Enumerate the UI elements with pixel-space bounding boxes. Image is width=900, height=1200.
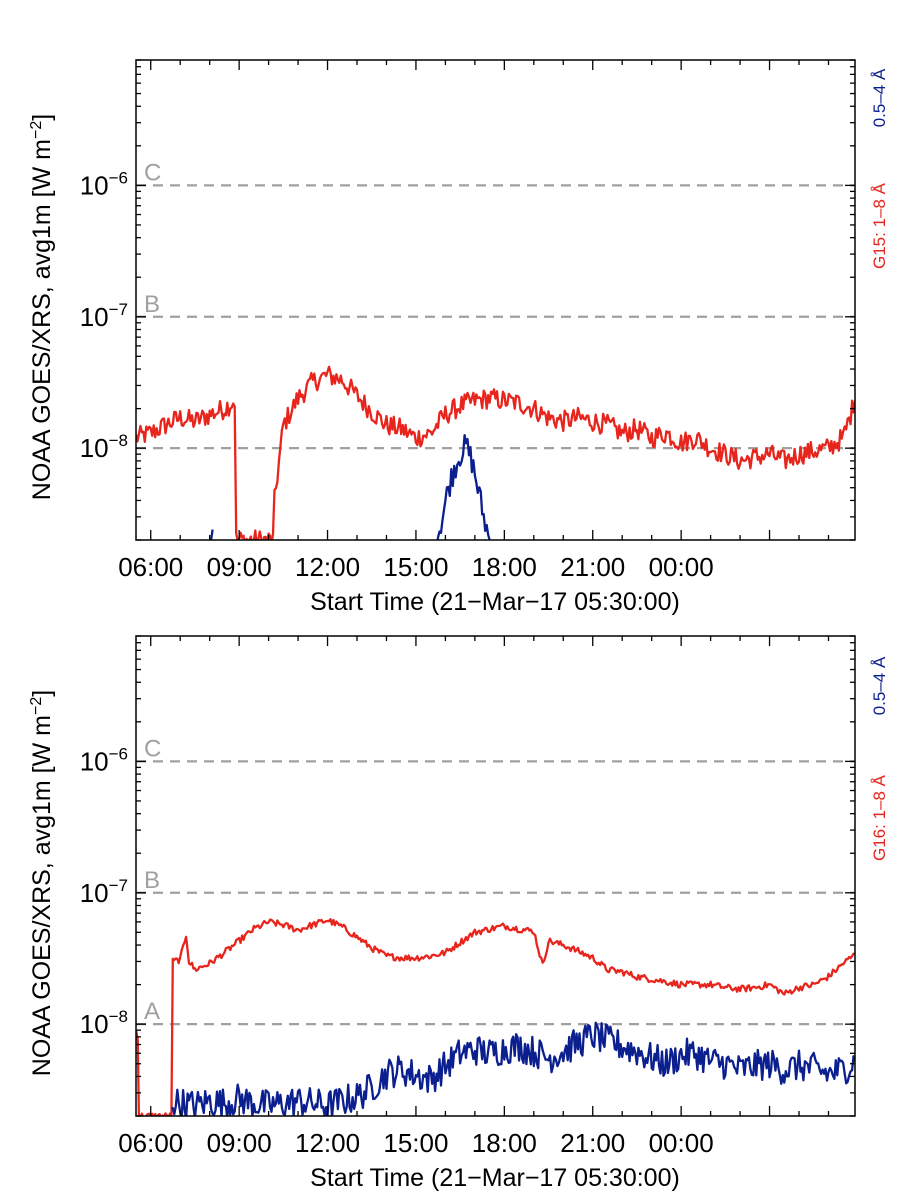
x-tick-label: 06:00 — [118, 1128, 183, 1158]
x-tick-label: 21:00 — [560, 1128, 625, 1158]
x-tick-label: 18:00 — [472, 1128, 537, 1158]
long-channel-series-line — [136, 918, 855, 1116]
long-channel-label: G16: 1–8 Å — [870, 774, 889, 861]
y-tick-label: 10−6 — [80, 168, 128, 200]
threshold-label-c: C — [144, 735, 161, 762]
y-tick-label: 10−7 — [80, 876, 128, 908]
y-axis-label: NOAA GOES/XRS, avg1m [W m−2] — [28, 114, 56, 500]
flux-series-group — [136, 918, 855, 1116]
long-channel-series-line — [136, 365, 855, 540]
y-axis-label: NOAA GOES/XRS, avg1m [W m−2] — [28, 690, 56, 1076]
x-tick-label: 18:00 — [472, 552, 537, 582]
x-tick-label: 06:00 — [118, 552, 183, 582]
short-channel-series-line — [436, 433, 491, 540]
x-tick-label: 15:00 — [383, 552, 448, 582]
short-channel-series-line — [171, 1021, 855, 1116]
threshold-label-b: B — [144, 867, 160, 894]
x-tick-label: 09:00 — [207, 552, 272, 582]
axis-ticks — [136, 635, 855, 1117]
y-tick-label: 10−6 — [80, 744, 128, 776]
y-tick-label: 10−7 — [80, 300, 128, 332]
short-channel-label: 0.5–4 Å — [870, 656, 889, 715]
x-tick-label: 15:00 — [383, 1128, 448, 1158]
flux-series-group — [136, 365, 855, 540]
axis-tick-labels: 06:00 09:00 12:00 15:00 18:00 21:00 00:00 10−8 1… — [80, 744, 714, 1158]
flare-class-thresholds: BC — [136, 159, 855, 450]
plot-frame — [135, 635, 856, 1117]
x-tick-label: 12:00 — [295, 1128, 360, 1158]
axis-ticks — [136, 59, 855, 541]
long-channel-label: G15: 1–8 Å — [870, 182, 889, 269]
y-tick-label: 10−8 — [80, 431, 128, 463]
x-axis-label: Start Time (21−Mar−17 05:30:00) — [310, 1164, 680, 1192]
flare-class-thresholds: A B C — [136, 735, 855, 1026]
x-tick-label: 00:00 — [649, 1128, 714, 1158]
short-channel-label: 0.5–4 Å — [870, 68, 889, 127]
threshold-label-c: C — [144, 159, 161, 186]
x-tick-label: 00:00 — [649, 552, 714, 582]
plot-frame — [135, 59, 856, 541]
threshold-label-b: B — [144, 291, 160, 318]
y-tick-label: 10−8 — [80, 1007, 128, 1039]
x-tick-label: 21:00 — [560, 552, 625, 582]
chart-panel-top: BC 06:00 09:00 12:00 15:00 18:00 21:00 00:0010… — [28, 59, 889, 616]
x-tick-label: 12:00 — [295, 552, 360, 582]
x-tick-label: 09:00 — [207, 1128, 272, 1158]
axis-tick-labels: 06:00 09:00 12:00 15:00 18:00 21:00 00:00 10−8 1… — [80, 168, 714, 582]
x-axis-label: Start Time (21−Mar−17 05:30:00) — [310, 588, 680, 616]
chart-panel-bottom: A B C 06:00 09:00 12:00 15:00 18:00 21:00 00:00 1… — [28, 635, 889, 1192]
threshold-label-a: A — [144, 998, 160, 1025]
short-channel-series-line — [209, 529, 214, 540]
